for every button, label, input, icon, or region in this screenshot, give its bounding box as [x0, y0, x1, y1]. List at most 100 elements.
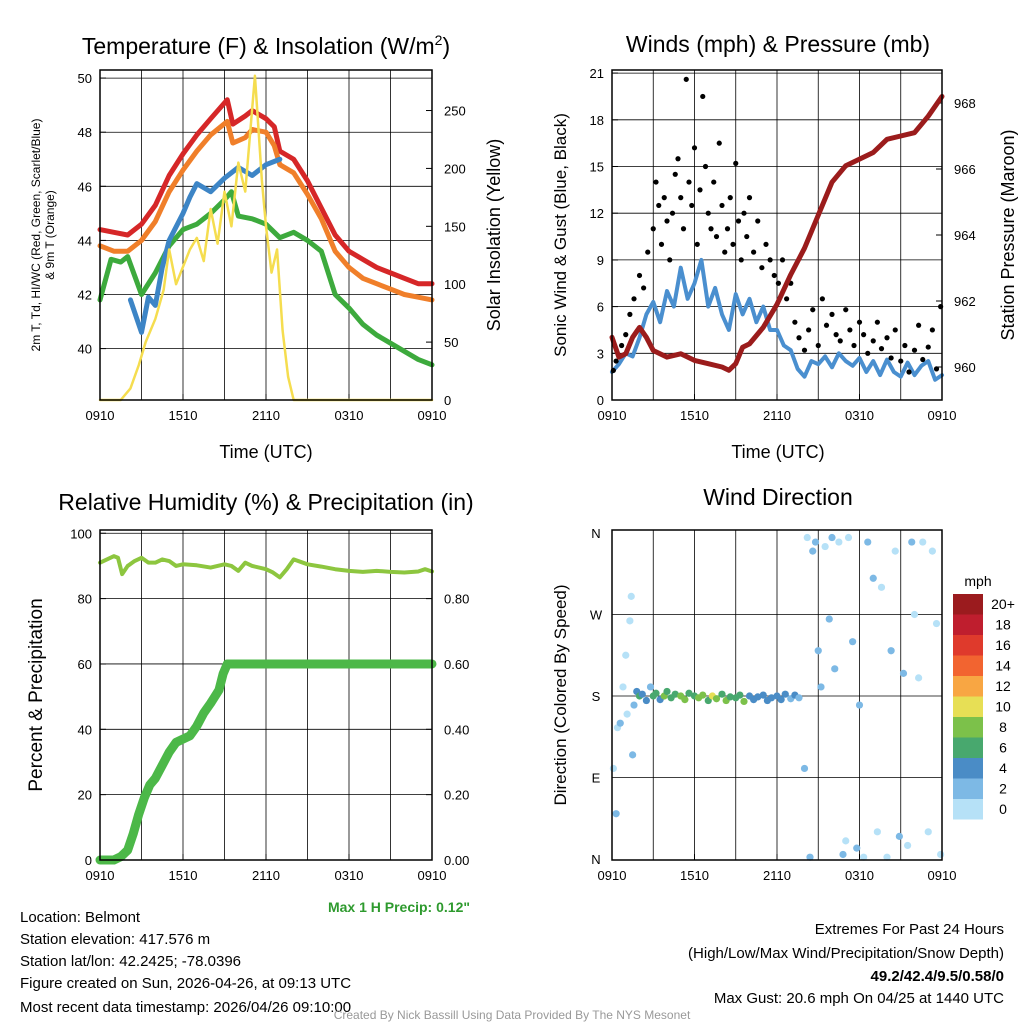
rh-y-label: Percent & Precipitation — [26, 598, 47, 791]
direction-point — [932, 619, 941, 628]
direction-point — [849, 638, 857, 646]
direction-point — [803, 533, 811, 542]
gust-point — [878, 346, 885, 352]
direction-point — [622, 651, 630, 659]
y2-tick-label: 250 — [444, 104, 466, 119]
y-tick-label: 40 — [78, 722, 92, 737]
gust-point — [738, 257, 744, 263]
x-tick-label: 0910 — [86, 868, 115, 883]
series-2m-t — [97, 97, 435, 287]
legend-label: 0 — [999, 801, 1007, 817]
gust-point — [678, 195, 684, 201]
latlon-text: Station lat/lon: 42.2425; -78.0396 — [20, 953, 241, 970]
direction-point — [629, 751, 637, 759]
direction-point — [828, 533, 836, 542]
legend-swatch — [953, 799, 983, 820]
direction-point — [899, 669, 908, 677]
series-rh — [98, 554, 434, 580]
gust-point — [870, 338, 876, 344]
y2-tick-label: 0 — [444, 393, 451, 408]
extremes-title: Extremes For Past 24 Hours — [815, 921, 1004, 938]
x-tick-label: 1510 — [169, 868, 198, 883]
direction-point — [712, 695, 721, 703]
legend-swatch — [953, 758, 983, 779]
y2-tick-label: 0.40 — [444, 722, 469, 737]
gust-point — [664, 218, 670, 224]
gust-point — [636, 272, 643, 279]
direction-point — [811, 538, 820, 546]
direction-point — [928, 547, 936, 555]
gust-point — [658, 241, 665, 247]
y2-tick-label: 100 — [444, 277, 466, 292]
gust-point — [755, 218, 761, 224]
gust-point — [730, 241, 736, 247]
direction-point — [800, 764, 809, 773]
direction-point — [646, 683, 655, 691]
direction-point — [814, 647, 822, 655]
direction-point — [685, 689, 693, 697]
gust-point — [667, 257, 673, 263]
gust-point — [713, 233, 720, 240]
direction-point — [844, 533, 853, 542]
direction-point — [652, 689, 660, 697]
series-9m-t — [97, 118, 435, 303]
series-pressure — [609, 93, 945, 373]
x-tick-label: 1510 — [680, 868, 709, 883]
direction-point — [915, 674, 923, 682]
direction-point — [671, 690, 679, 698]
x-tick-label: 0310 — [335, 868, 364, 883]
gust-point — [741, 210, 747, 216]
direction-point — [795, 694, 803, 702]
gust-point — [691, 145, 698, 151]
plot-frame — [611, 529, 943, 861]
legend-label: 18 — [995, 617, 1011, 633]
gust-point — [892, 327, 898, 333]
direction-point — [806, 853, 814, 861]
gust-point — [716, 140, 722, 146]
direction-y-label: Direction (Colored By Speed) — [551, 584, 570, 805]
x-tick-label: 0310 — [335, 408, 364, 423]
gust-point — [656, 202, 662, 209]
x-tick-label: 2110 — [763, 868, 791, 883]
x-tick-label: 1510 — [680, 408, 709, 423]
gust-point — [711, 179, 717, 185]
x-tick-label: 2110 — [252, 868, 280, 883]
direction-point — [869, 574, 877, 582]
legend-swatch — [953, 614, 983, 635]
direction-point — [864, 538, 872, 546]
x-tick-label: 0310 — [845, 408, 874, 423]
legend-label: 12 — [995, 678, 1011, 694]
direction-point — [891, 547, 899, 555]
y2-tick-label: 0.80 — [444, 592, 469, 607]
direction-point — [736, 691, 744, 699]
gust-point — [722, 249, 728, 255]
extremes-subtitle: (High/Low/Max Wind/Precipitation/Snow De… — [688, 945, 1004, 962]
gust-point — [697, 187, 703, 193]
gust-point — [833, 332, 839, 338]
gust-point — [837, 338, 843, 344]
gust-point — [689, 202, 695, 209]
gust-point — [884, 335, 890, 341]
direction-point — [908, 538, 916, 546]
direction-point — [809, 547, 817, 555]
legend-title: mph — [964, 573, 991, 589]
y-tick-label: 6 — [597, 300, 604, 315]
gust-point — [751, 249, 757, 255]
x-tick-label: 2110 — [252, 408, 280, 423]
gust-point — [724, 226, 731, 232]
extremes-values: 49.2/42.4/9.5/0.58/0 — [871, 968, 1004, 985]
direction-point — [759, 691, 767, 699]
direction-point — [626, 617, 634, 625]
direction-point — [718, 690, 726, 698]
y-tick-label: 3 — [597, 346, 604, 361]
temp-title-end: ) — [442, 33, 450, 59]
temp-y-label-1: 2m T, Td, HI/WC (Red, Green, Scarlet/Blu… — [29, 119, 43, 352]
gust-point — [898, 358, 904, 364]
gust-point — [631, 296, 637, 302]
gust-point — [694, 241, 700, 247]
legend-label: 4 — [999, 760, 1007, 776]
direction-point — [781, 690, 789, 698]
gust-point — [675, 156, 681, 162]
